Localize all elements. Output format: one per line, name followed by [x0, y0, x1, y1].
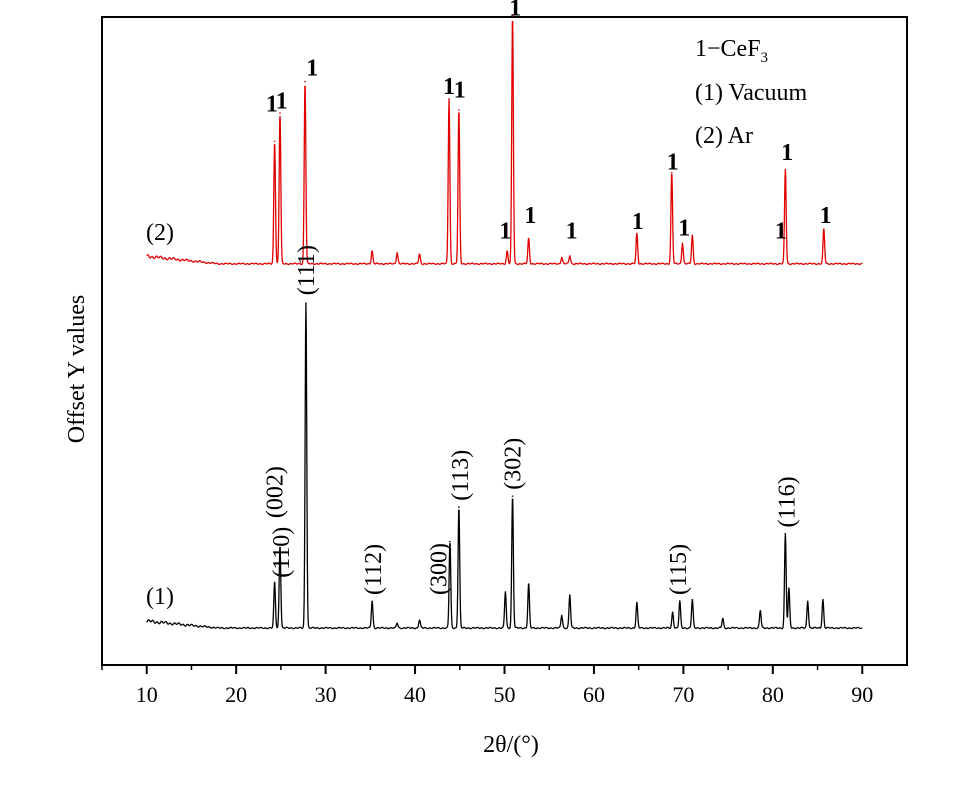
series-2-peak-9 [506, 250, 508, 252]
series-2-peak-19 [823, 228, 825, 231]
series-2-peak-11 [527, 237, 530, 240]
series-2-peak-10 [511, 14, 514, 17]
series-2-peak-13 [568, 255, 571, 257]
series-1-peak-19 [759, 609, 762, 612]
hkl-label-2: (110) [269, 527, 295, 578]
series-1-peak-11 [527, 583, 530, 585]
hkl-label-4: (112) [361, 544, 387, 595]
annotations: (002) (110) (111) (112) (300) (113) (302) (115)… [263, 0, 832, 595]
phase-marker-5: 1 [454, 77, 466, 103]
series-2-peak-8 [458, 109, 460, 111]
phase-marker-9: 1 [566, 219, 578, 245]
series-layer: (1) (2) [146, 14, 863, 630]
series-1-peak-14 [636, 602, 638, 604]
series-1-peak-15 [671, 611, 674, 614]
x-tick-label-7: 70 [672, 682, 694, 707]
series-label-2: (2) [146, 220, 174, 246]
legend-entry-cef3-subscript: 3 [761, 50, 769, 66]
series-1-peak-22 [806, 600, 809, 603]
hkl-label-3: (111) [294, 245, 320, 295]
series-1-peak-10 [511, 495, 514, 497]
phase-marker-1: 1 [266, 92, 278, 118]
x-tick-label-6: 60 [583, 682, 605, 707]
series-1-peak-4 [371, 600, 373, 603]
x-axis-title: 2θ/(°) [483, 732, 539, 758]
series-1: (1) [146, 302, 863, 630]
series-2-peak-1 [273, 140, 276, 143]
series-1-peak-5 [396, 622, 398, 625]
hkl-label-9: (116) [774, 476, 800, 527]
series-line-1 [146, 302, 863, 630]
series-label-1: (1) [146, 584, 174, 610]
phase-marker-11: 1 [667, 150, 679, 176]
x-tick-label-9: 90 [851, 682, 873, 707]
phase-marker-3: 1 [306, 55, 318, 81]
series-2-peak-4 [371, 250, 373, 252]
y-axis-title: Offset Y values [64, 295, 90, 443]
phase-marker-6: 1 [499, 219, 511, 245]
x-tick-label-5: 50 [494, 682, 516, 707]
series-2: (2) [146, 14, 863, 266]
x-tick-label-8: 80 [762, 682, 784, 707]
legend: 1−CeF3 (1) Vacuum (2) Ar [695, 36, 808, 149]
series-1-peak-12 [560, 614, 563, 617]
x-tick-label-2: 20 [225, 682, 247, 707]
phase-marker-7: 1 [509, 0, 521, 22]
series-1-peak-8 [458, 506, 460, 508]
phase-marker-4: 1 [443, 74, 455, 100]
legend-entry-cef3-text: 1−CeF [695, 36, 761, 62]
legend-entry-vacuum: (1) Vacuum [695, 80, 808, 106]
hkl-label-1: (002) [263, 466, 289, 518]
x-tick-label-1: 10 [136, 682, 158, 707]
phase-marker-10: 1 [632, 209, 644, 235]
hkl-label-6: (113) [448, 450, 474, 501]
series-1-peak-13 [568, 594, 571, 596]
phase-marker-13: 1 [775, 219, 787, 245]
series-2-peak-3 [304, 80, 306, 83]
series-1-peak-6 [418, 619, 421, 621]
series-1-peak-16 [679, 600, 681, 603]
series-1-peak-1 [273, 581, 276, 584]
legend-entry-ar: (2) Ar [695, 123, 753, 149]
phase-marker-2: 1 [276, 88, 288, 114]
series-1-peak-2 [279, 543, 281, 546]
phase-marker-12: 1 [678, 216, 690, 242]
series-1-peak-23 [822, 598, 824, 601]
series-2-peak-7 [448, 98, 450, 100]
hkl-label-7: (302) [501, 438, 527, 490]
series-1-peak-3 [305, 302, 307, 304]
series-2-peak-15 [670, 171, 673, 174]
series-2-peak-17 [691, 234, 694, 237]
series-2-peak-5 [396, 251, 398, 254]
series-2-peak-2 [279, 112, 281, 114]
series-2-peak-16 [681, 242, 684, 245]
hkl-label-8: (115) [666, 544, 692, 595]
series-2-peak-14 [636, 233, 638, 235]
series-1-peak-7 [449, 540, 451, 543]
legend-entry-cef3: 1−CeF3 [695, 36, 768, 66]
hkl-label-5: (300) [426, 543, 452, 595]
series-1-peak-20 [784, 533, 787, 535]
phase-marker-14: 1 [781, 140, 793, 166]
series-2-peak-18 [784, 168, 787, 171]
x-axis-ticks: 10 20 30 40 50 60 70 80 90 [101, 665, 873, 707]
series-2-peak-12 [560, 256, 563, 259]
x-tick-label-4: 40 [404, 682, 426, 707]
phase-marker-15: 1 [820, 203, 832, 229]
series-1-peak-9 [504, 591, 507, 593]
x-tick-label-3: 30 [315, 682, 337, 707]
series-line-2 [146, 20, 863, 266]
series-1-peak-21 [788, 587, 790, 590]
phase-marker-8: 1 [524, 203, 536, 229]
series-1-peak-18 [721, 617, 724, 620]
series-1-peak-17 [691, 598, 694, 601]
series-2-peak-6 [418, 253, 421, 256]
